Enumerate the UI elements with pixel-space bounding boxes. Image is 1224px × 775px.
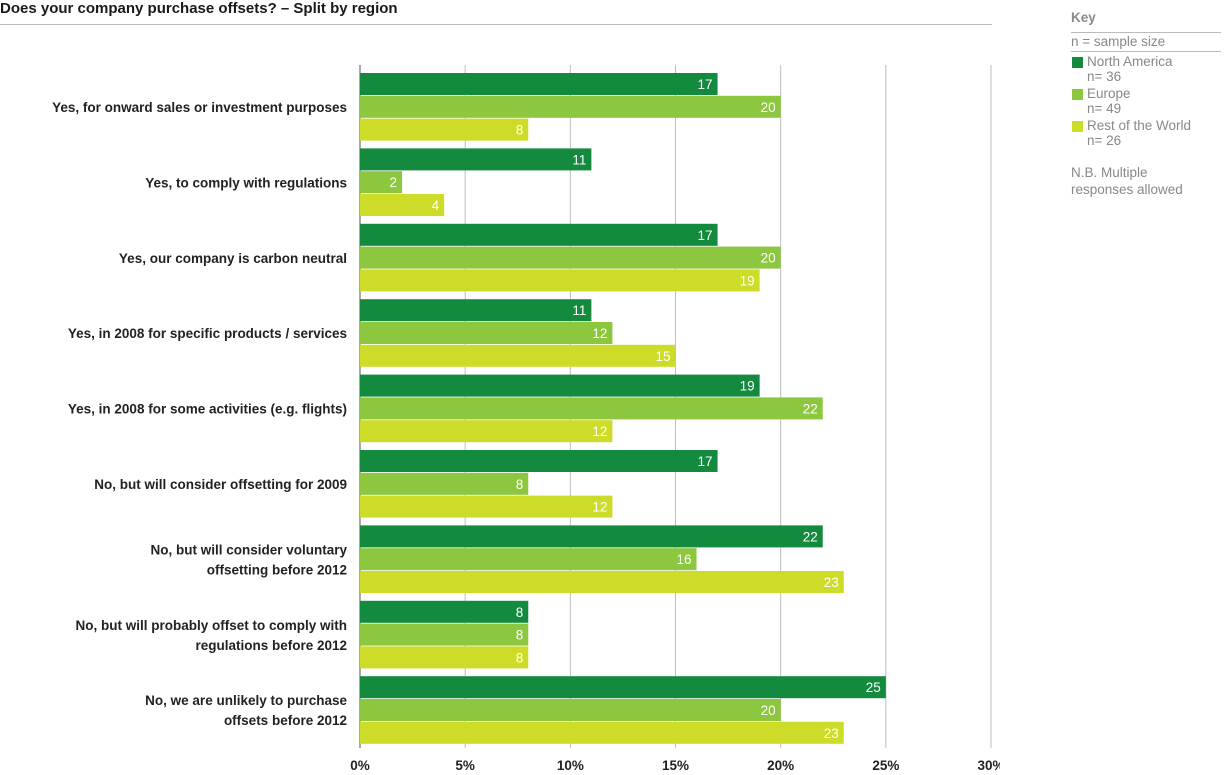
legend-subtitle: n = sample size [1071, 32, 1221, 52]
bar [360, 73, 718, 95]
title-divider [0, 24, 992, 25]
category-label: Yes, for onward sales or investment purp… [52, 100, 347, 115]
bar [360, 472, 529, 495]
bar [360, 600, 529, 623]
legend-swatch-europe [1072, 89, 1083, 100]
bar-value-label: 20 [761, 251, 776, 266]
category-label: Yes, in 2008 for some activities (e.g. f… [68, 402, 347, 417]
category-label: offsets before 2012 [224, 713, 347, 728]
bar-value-label: 4 [432, 198, 440, 213]
bar [360, 95, 781, 118]
legend-label-europe: Europe [1087, 86, 1131, 101]
legend-label-rest-of-world: Rest of the World [1087, 118, 1192, 133]
x-tick-label: 10% [557, 758, 584, 773]
bar-value-label: 20 [761, 100, 776, 115]
bar [360, 171, 403, 194]
category-label: Yes, our company is carbon neutral [119, 251, 347, 266]
legend-note: N.B. Multiple responses allowed [1071, 165, 1183, 197]
bar-chart: 0% 5% 10% 15% 20% 25% 30% Yes, for onward sales… [52, 65, 1000, 773]
bar-value-label: 16 [677, 552, 692, 567]
category-label: offsetting before 2012 [207, 562, 347, 577]
bar-value-label: 12 [592, 424, 607, 439]
bar-value-label: 17 [698, 77, 713, 92]
category-label: Yes, in 2008 for specific products / ser… [68, 326, 347, 341]
bar-value-label: 20 [761, 703, 776, 718]
bar [360, 269, 760, 292]
legend-swatch-north-america [1072, 57, 1083, 68]
bar [360, 721, 844, 744]
bar-value-label: 11 [572, 152, 586, 167]
bar [360, 194, 445, 216]
bar [360, 548, 697, 571]
category-label: No, we are unlikely to purchase [145, 693, 347, 708]
bar [360, 571, 844, 593]
bar-value-label: 8 [516, 477, 524, 492]
bar-value-label: 15 [655, 349, 670, 364]
bar [360, 148, 592, 171]
bar-value-label: 8 [516, 123, 524, 138]
legend-n-europe: n= 49 [1087, 101, 1122, 116]
bar [360, 646, 529, 669]
bar-value-label: 22 [803, 401, 818, 416]
bar-value-label: 12 [592, 326, 607, 341]
bar [360, 450, 718, 472]
bar-value-label: 25 [866, 680, 881, 695]
bar-value-label: 19 [740, 379, 755, 394]
category-label: No, but will consider offsetting for 200… [94, 477, 347, 492]
bar [360, 223, 718, 246]
bar-value-label: 11 [572, 303, 586, 318]
bar [360, 344, 676, 367]
bar [360, 322, 613, 344]
legend-n-north-america: n= 36 [1087, 69, 1122, 84]
bar [360, 246, 781, 269]
chart-title: Does your company purchase offsets? – Sp… [0, 0, 398, 17]
legend: Key n = sample size North America n= 36 … [1071, 10, 1221, 198]
legend-title: Key [1071, 10, 1096, 25]
bar-value-label: 8 [516, 650, 524, 665]
x-tick-label: 30% [977, 758, 1000, 773]
legend-item-europe: Europe n= 49 [1071, 86, 1221, 116]
legend-item-north-america: North America n= 36 [1071, 54, 1221, 84]
bar-value-label: 12 [592, 500, 607, 515]
bar-value-label: 23 [824, 726, 839, 741]
bar [360, 299, 592, 322]
bar [360, 495, 613, 518]
x-tick-label: 0% [350, 758, 370, 773]
x-tick-label: 5% [455, 758, 475, 773]
bar [360, 623, 529, 646]
category-label: Yes, to comply with regulations [145, 175, 347, 190]
bar-value-label: 8 [516, 628, 524, 643]
x-tick-label: 25% [872, 758, 899, 773]
x-tick-label: 15% [662, 758, 689, 773]
category-label: regulations before 2012 [195, 638, 347, 653]
bar-value-label: 17 [698, 228, 713, 243]
bar [360, 420, 613, 443]
bar-value-label: 8 [516, 605, 524, 620]
bar [360, 374, 760, 397]
x-tick-label: 20% [767, 758, 794, 773]
category-label: No, but will probably offset to comply w… [76, 618, 348, 633]
bar-value-label: 19 [740, 273, 755, 288]
legend-label-north-america: North America [1087, 54, 1173, 69]
bar-value-label: 2 [390, 175, 398, 190]
category-label: No, but will consider voluntary [150, 542, 347, 557]
bar [360, 676, 886, 699]
bar-value-label: 17 [698, 454, 713, 469]
bar [360, 525, 823, 548]
legend-item-rest-of-world: Rest of the World n= 26 [1071, 118, 1221, 148]
legend-n-rest-of-world: n= 26 [1087, 133, 1122, 148]
bar-value-label: 23 [824, 575, 839, 590]
bar [360, 397, 823, 420]
bar-value-label: 22 [803, 529, 818, 544]
bar [360, 699, 781, 721]
legend-swatch-rest-of-world [1072, 121, 1083, 132]
bar [360, 118, 529, 141]
